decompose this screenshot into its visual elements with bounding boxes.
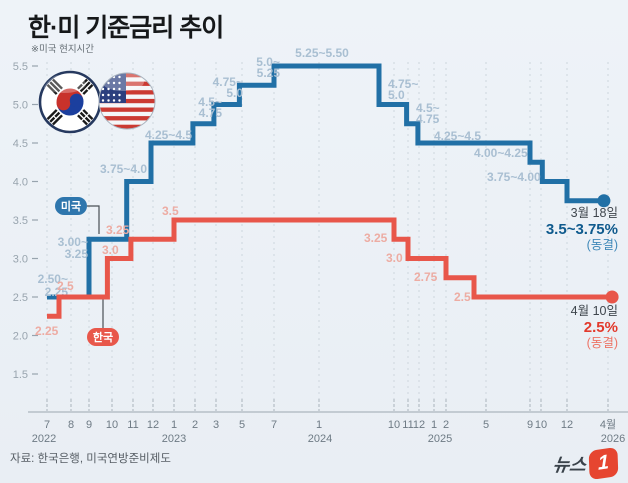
x-year-label: 2023 [162,433,186,445]
x-tick-label: 11 [127,419,138,431]
y-tick-label: 5.0 [13,100,28,112]
us-rate-label: 3.00~ [58,235,88,249]
x-tick-label: 7 [271,419,277,431]
y-tick-label: 1.5 [13,369,28,381]
x-year-label: 2024 [308,433,332,445]
x-tick-label: 12 [561,419,573,431]
us-rate-label: 4.75~ [388,77,418,91]
page-title: 한·미 기준금리 추이 [28,14,224,42]
kr-rate-label: 3.0 [102,243,119,257]
x-tick-label: 5 [239,419,245,431]
kr-rate-label: 2.5 [454,290,471,304]
us-rate-label: 4.5~ [198,95,222,109]
x-year-label: 2026 [601,433,625,445]
x-tick-label: 10 [106,419,118,431]
us-rate-label: 3.25 [65,247,89,261]
us-endpoint-dot [597,194,611,208]
kr-endpoint-label: 4월 10일 2.5% (동결) [571,304,618,351]
y-tick-label: 2.0 [13,331,28,343]
x-tick-label: 2 [443,419,449,431]
us-rate-label: 4.00~4.25 [474,146,528,160]
y-tick-label: 3.0 [13,254,28,266]
us-badge-connector [87,205,100,234]
x-year-label: 2022 [32,433,56,445]
x-tick-label: 3 [213,419,219,431]
x-tick-label: 1 [431,419,437,431]
us-rate-label: 4.75~ [213,75,243,89]
x-tick-label: 5 [483,419,489,431]
kr-end-rate: 2.5% [583,318,618,336]
us-rate-label: 2.50~ [38,272,68,286]
kr-rate-label: 3.0 [386,251,403,265]
x-tick-label: 10 [388,419,400,431]
kr-end-status: (동결) [586,336,618,351]
us-rate-label: 3.75~4.00 [487,170,541,184]
x-year-label: 2025 [428,433,452,445]
us-rate-label: 3.75~4.0 [100,162,147,176]
kr-rate-label: 2.25 [35,324,59,338]
us-end-date: 3월 18일 [570,206,618,220]
usa-flag-icon [98,72,156,130]
x-tick-label: 12 [413,419,425,431]
kr-rate-label: 3.25 [364,231,388,245]
x-tick-label: 2 [192,419,198,431]
y-tick-label: 2.5 [13,292,28,304]
kr-endpoint-dot [605,290,619,304]
kr-rate-label: 2.5 [57,279,74,293]
us-rate-label: 4.25~4.5 [434,129,481,143]
us-rate-label: 5.0~ [256,55,280,69]
us-endpoint-label: 3월 18일 3.5~3.75% (동결) [546,206,618,253]
us-rate-label: 4.5~ [416,101,440,115]
kr-rate-label: 2.75 [414,270,438,284]
news1-logo-text: 뉴스 [551,454,588,475]
kr-rate-label: 3.5 [162,204,179,218]
us-rate-label: 5.0 [388,88,405,102]
us-rate-label: 5.0 [226,86,243,100]
kr-series-badge: 한국 [87,328,119,346]
x-tick-label: 8 [68,419,74,431]
kr-rate-line [47,217,613,319]
x-tick-label: 9 [86,419,92,431]
korea-flag-icon [38,70,102,134]
x-tick-label: 11 [402,419,413,431]
us-rate-label: 4.25~4.5 [145,128,192,142]
us-rate-label: 5.25~5.50 [295,46,349,60]
x-tick-label: 10 [535,419,547,431]
news1-logo: 뉴스 1 [551,446,619,481]
kr-rate-label: 3.25 [106,223,130,237]
us-end-status: (동결) [586,238,618,253]
news1-logo-badge: 1 [588,446,619,481]
y-tick-label: 5.5 [13,61,28,73]
x-tick-label: 1 [316,419,322,431]
x-tick-label: 9 [527,419,533,431]
x-tick-label: 12 [147,419,159,431]
us-rate-label: 4.75 [199,106,223,120]
x-tick-label: 1 [171,419,177,431]
y-tick-label: 4.5 [13,138,28,150]
us-end-rate: 3.5~3.75% [545,220,618,238]
chart-note: ※미국 현지시간 [31,44,95,55]
x-tick-label: 4월 [600,418,616,431]
us-rate-line [47,63,604,300]
us-rate-label: 4.75 [416,112,440,126]
kr-end-date: 4월 10일 [570,304,618,318]
y-tick-label: 4.0 [13,177,28,189]
source-credit: 자료: 한국은행, 미국연방준비제도 [10,453,171,465]
flags [38,70,156,134]
y-tick-label: 3.5 [13,215,28,227]
x-tick-label: 7 [44,419,50,431]
us-series-badge: 미국 [55,197,87,215]
us-rate-label: 5.25 [257,66,281,80]
